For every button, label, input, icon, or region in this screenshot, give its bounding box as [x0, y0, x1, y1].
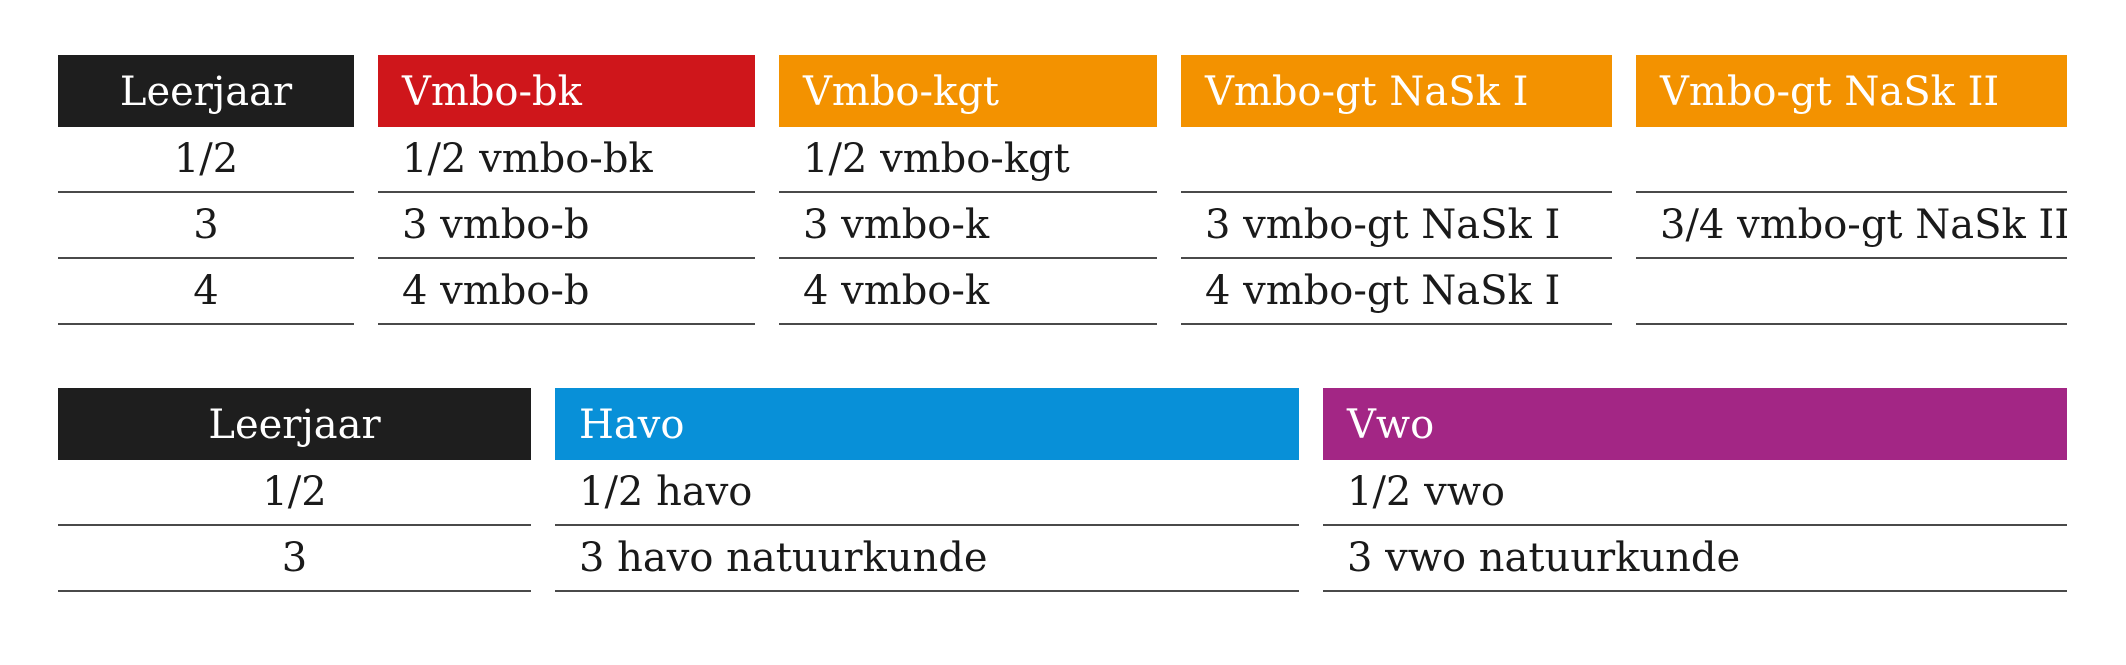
- col-vmbo-gt-nask-1: Vmbo-gt NaSk I 3 vmbo-gt NaSk I 4 vmbo-g…: [1181, 55, 1612, 325]
- cell-vmbo-gt-nask-1-1: [1181, 127, 1612, 193]
- cell-vmbo-gt-nask-2-3: [1636, 259, 2067, 325]
- col-leerjaar: Leerjaar 1/2 3: [58, 388, 531, 592]
- cell-vmbo-bk-2: 3 vmbo-b: [378, 193, 755, 259]
- vmbo-table: Leerjaar 1/2 3 4 Vmbo-bk 1/2 vmbo-bk 3 v…: [58, 55, 2067, 325]
- header-leerjaar: Leerjaar: [58, 55, 354, 127]
- cell-vmbo-bk-3: 4 vmbo-b: [378, 259, 755, 325]
- cell-leerjaar-2: 3: [58, 193, 354, 259]
- cell-vmbo-gt-nask-1-3: 4 vmbo-gt NaSk I: [1181, 259, 1612, 325]
- col-vmbo-bk: Vmbo-bk 1/2 vmbo-bk 3 vmbo-b 4 vmbo-b: [378, 55, 755, 325]
- cell-vmbo-gt-nask-1-2: 3 vmbo-gt NaSk I: [1181, 193, 1612, 259]
- cell-vmbo-gt-nask-2-2: 3/4 vmbo-gt NaSk II: [1636, 193, 2067, 259]
- cell-vmbo-kgt-2: 3 vmbo-k: [779, 193, 1157, 259]
- cell-vmbo-bk-1: 1/2 vmbo-bk: [378, 127, 755, 193]
- header-havo: Havo: [555, 388, 1299, 460]
- cell-leerjaar-1: 1/2: [58, 460, 531, 526]
- header-vmbo-bk: Vmbo-bk: [378, 55, 755, 127]
- cell-vwo-1: 1/2 vwo: [1323, 460, 2067, 526]
- col-vmbo-gt-nask-2: Vmbo-gt NaSk II 3/4 vmbo-gt NaSk II: [1636, 55, 2067, 325]
- col-vwo: Vwo 1/2 vwo 3 vwo natuurkunde: [1323, 388, 2067, 592]
- cell-havo-1: 1/2 havo: [555, 460, 1299, 526]
- col-leerjaar: Leerjaar 1/2 3 4: [58, 55, 354, 325]
- cell-vmbo-kgt-1: 1/2 vmbo-kgt: [779, 127, 1157, 193]
- header-vmbo-gt-nask-2: Vmbo-gt NaSk II: [1636, 55, 2067, 127]
- col-vmbo-kgt: Vmbo-kgt 1/2 vmbo-kgt 3 vmbo-k 4 vmbo-k: [779, 55, 1157, 325]
- havo-vwo-table: Leerjaar 1/2 3 Havo 1/2 havo 3 havo natu…: [58, 388, 2067, 592]
- header-vmbo-gt-nask-1: Vmbo-gt NaSk I: [1181, 55, 1612, 127]
- header-vwo: Vwo: [1323, 388, 2067, 460]
- cell-leerjaar-2: 3: [58, 526, 531, 592]
- header-leerjaar: Leerjaar: [58, 388, 531, 460]
- cell-vmbo-gt-nask-2-1: [1636, 127, 2067, 193]
- col-havo: Havo 1/2 havo 3 havo natuurkunde: [555, 388, 1299, 592]
- cell-vwo-2: 3 vwo natuurkunde: [1323, 526, 2067, 592]
- cell-leerjaar-3: 4: [58, 259, 354, 325]
- cell-havo-2: 3 havo natuurkunde: [555, 526, 1299, 592]
- header-vmbo-kgt: Vmbo-kgt: [779, 55, 1157, 127]
- cell-leerjaar-1: 1/2: [58, 127, 354, 193]
- cell-vmbo-kgt-3: 4 vmbo-k: [779, 259, 1157, 325]
